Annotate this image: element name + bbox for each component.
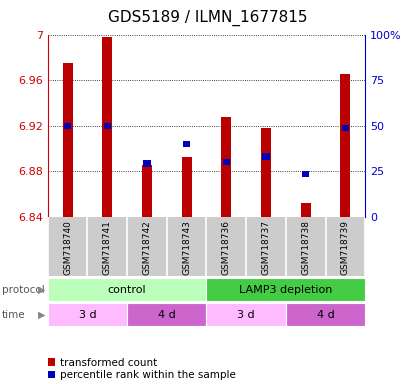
Text: GSM718740: GSM718740 — [63, 220, 72, 275]
Bar — [261, 128, 271, 217]
Bar — [301, 203, 311, 217]
Text: GSM718742: GSM718742 — [142, 220, 151, 275]
Bar — [143, 160, 151, 167]
Bar — [222, 159, 230, 166]
Text: 4 d: 4 d — [317, 310, 334, 320]
Bar — [142, 164, 152, 217]
Bar — [182, 157, 192, 217]
Bar — [48, 303, 127, 326]
Text: GDS5189 / ILMN_1677815: GDS5189 / ILMN_1677815 — [108, 10, 307, 26]
Text: ▶: ▶ — [38, 310, 46, 320]
Text: GSM718738: GSM718738 — [301, 220, 310, 275]
Text: 3 d: 3 d — [237, 310, 255, 320]
Bar — [340, 74, 350, 217]
Bar — [221, 117, 231, 217]
Text: GSM718736: GSM718736 — [222, 220, 231, 275]
Text: GSM718739: GSM718739 — [341, 220, 350, 275]
Text: 3 d: 3 d — [78, 310, 96, 320]
Bar — [286, 303, 365, 326]
Bar — [127, 303, 207, 326]
Bar — [48, 278, 207, 301]
Bar — [207, 303, 286, 326]
Text: time: time — [2, 310, 26, 320]
Text: GSM718741: GSM718741 — [103, 220, 112, 275]
Text: control: control — [108, 285, 146, 295]
Text: LAMP3 depletion: LAMP3 depletion — [239, 285, 332, 295]
Bar — [262, 153, 270, 160]
Text: GSM718737: GSM718737 — [261, 220, 271, 275]
Bar — [342, 125, 349, 131]
Text: protocol: protocol — [2, 285, 45, 295]
Bar — [63, 63, 73, 217]
Bar — [103, 122, 111, 129]
Text: percentile rank within the sample: percentile rank within the sample — [60, 370, 236, 380]
Text: ▶: ▶ — [38, 285, 46, 295]
Bar — [183, 141, 190, 147]
Bar — [302, 170, 310, 177]
Bar — [64, 122, 71, 129]
Bar — [207, 278, 365, 301]
Text: transformed count: transformed count — [60, 358, 157, 368]
Text: GSM718743: GSM718743 — [182, 220, 191, 275]
Bar — [102, 37, 112, 217]
Text: 4 d: 4 d — [158, 310, 176, 320]
